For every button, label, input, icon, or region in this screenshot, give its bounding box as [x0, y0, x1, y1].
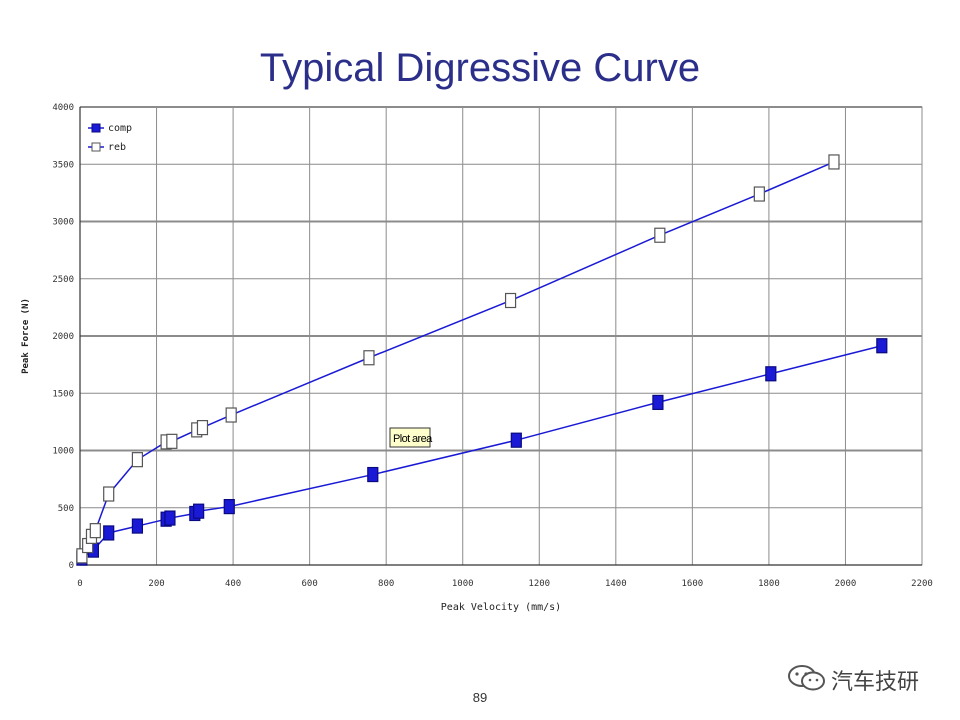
y-tick-label: 3000 — [52, 218, 74, 228]
legend-label: comp — [108, 123, 132, 134]
data-point-reb — [753, 186, 765, 202]
x-tick-label: 400 — [225, 579, 241, 589]
data-point-reb — [363, 350, 375, 366]
x-tick-label: 1200 — [528, 579, 550, 589]
y-tick-label: 3500 — [52, 160, 74, 170]
y-tick-label: 2500 — [52, 275, 74, 285]
tooltip-text: Plot area — [393, 433, 433, 445]
page-number: 89 — [472, 690, 488, 705]
data-point-reb — [76, 548, 88, 564]
x-tick-label: 600 — [302, 579, 318, 589]
axes: 0 200 400 600 800 1000 1200 1400 1600 1800 2000 220… — [52, 103, 933, 589]
legend-marker — [91, 123, 101, 133]
y-tick-label: 2000 — [52, 332, 74, 342]
plot-area-tooltip: Plot area — [389, 427, 434, 448]
y-tick-label: 4000 — [52, 103, 74, 113]
data-point-comp — [652, 394, 664, 411]
x-tick-label: 800 — [378, 579, 394, 589]
data-point-reb — [131, 452, 144, 468]
data-point-comp — [131, 518, 144, 534]
data-point-comp — [223, 499, 235, 515]
legend: comp reb — [88, 123, 132, 153]
data-point-comp — [765, 366, 777, 382]
series-reb — [76, 154, 840, 564]
watermark: 汽车技研 — [787, 664, 947, 695]
y-axis-title: Peak Force (N) — [21, 298, 31, 374]
axis-labels: Peak Velocity (mm/s) Peak Force (N) — [21, 298, 561, 613]
data-point-comp — [876, 338, 888, 354]
legend-item-reb: reb — [88, 142, 126, 153]
data-point-comp — [193, 503, 205, 519]
watermark-text: 汽车技研 — [831, 670, 920, 695]
x-tick-label: 2000 — [835, 579, 857, 589]
series-layer — [76, 154, 888, 566]
data-point-reb — [828, 154, 840, 170]
series-line-comp — [81, 345, 882, 559]
data-point-reb — [225, 407, 237, 423]
legend-item-comp: comp — [88, 123, 132, 134]
y-tick-label: 1500 — [52, 389, 74, 399]
data-point-reb — [196, 420, 209, 436]
x-tick-label: 1600 — [682, 579, 704, 589]
x-tick-label: 1000 — [452, 579, 474, 589]
series-comp — [76, 338, 888, 566]
data-point-comp — [103, 525, 115, 541]
x-axis-title: Peak Velocity (mm/s) — [441, 602, 561, 613]
data-point-comp — [367, 466, 379, 483]
data-point-reb — [654, 227, 666, 243]
data-point-reb — [89, 523, 101, 539]
data-point-reb — [166, 433, 178, 449]
x-tick-label: 1800 — [758, 579, 780, 589]
wechat-icon — [788, 665, 825, 691]
y-tick-label: 1000 — [52, 447, 74, 457]
data-point-reb — [103, 486, 115, 502]
y-tick-label: 500 — [58, 504, 74, 514]
x-tick-label: 1400 — [605, 579, 627, 589]
y-tick-label: 0 — [69, 561, 74, 571]
page-title: Typical Digressive Curve — [259, 46, 701, 90]
data-point-comp — [510, 432, 522, 448]
legend-label: reb — [108, 142, 126, 153]
x-tick-label: 200 — [148, 579, 164, 589]
x-tick-label: 2200 — [911, 579, 933, 589]
tooltip-box — [389, 427, 431, 448]
data-point-comp — [164, 510, 176, 526]
legend-marker — [91, 142, 101, 152]
grid-lines — [79, 106, 923, 566]
x-tick-label: 0 — [77, 579, 82, 589]
data-point-reb — [504, 292, 517, 309]
